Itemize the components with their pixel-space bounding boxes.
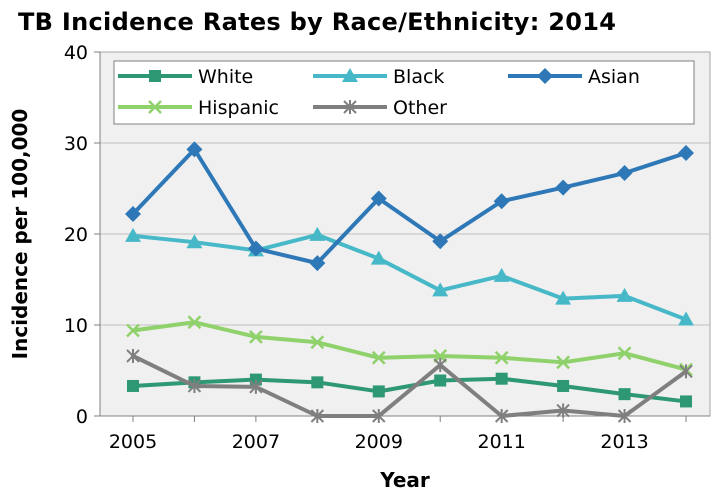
data-point-black-2011: [493, 267, 510, 282]
data-point-black-2012: [555, 290, 572, 305]
data-point-white-2010: [434, 374, 447, 387]
data-point-white-2009: [372, 385, 385, 398]
legend-box: [113, 60, 695, 125]
legend-label-other: Other: [393, 97, 447, 119]
data-point-hispanic-2008: [310, 335, 325, 350]
y-tick-label-20: 20: [64, 224, 88, 246]
data-point-asian-2009: [370, 190, 387, 207]
series-line-white: [131, 376, 688, 404]
series-group: [125, 141, 694, 423]
legend-entry-other: Other: [313, 97, 447, 119]
legend-marker-white: [149, 70, 161, 82]
legend-label-black: Black: [393, 66, 444, 88]
data-point-hispanic-2009: [371, 350, 386, 365]
data-point-white-2014: [680, 395, 692, 408]
data-point-black-2014: [678, 311, 694, 326]
data-point-other-2008: [310, 409, 325, 423]
data-point-asian-2005: [125, 205, 141, 222]
data-point-black-2008: [309, 226, 326, 241]
data-point-asian-2013: [616, 165, 633, 182]
data-point-other-2005: [126, 348, 140, 363]
x-tick-label-2005: 2005: [109, 431, 157, 453]
data-point-black-2013: [616, 287, 633, 302]
legend-entry-hispanic: Hispanic: [118, 97, 279, 119]
data-point-other-2009: [372, 409, 386, 423]
data-point-asian-2011: [493, 193, 510, 210]
x-tick-label-2013: 2013: [600, 431, 648, 453]
legend: White Black Asian Hispanic Other: [113, 60, 695, 125]
y-tick-label-10: 10: [64, 315, 88, 337]
y-tick-label-30: 30: [64, 133, 88, 155]
data-point-asian-2008: [309, 255, 326, 272]
legend-entry-black: Black: [313, 66, 444, 88]
data-point-hispanic-2006: [187, 315, 202, 330]
y-axis-title: Incidence per 100,000: [8, 109, 32, 360]
legend-label-hispanic: Hispanic: [198, 97, 279, 119]
legend-entry-white: White: [118, 66, 253, 88]
series-line-hispanic: [131, 320, 688, 372]
data-point-asian-2007: [247, 240, 264, 257]
data-point-other-2011: [494, 409, 509, 423]
data-point-asian-2006: [186, 141, 203, 158]
series-line-asian: [131, 147, 688, 266]
legend-marker-hispanic: [148, 100, 162, 114]
data-point-other-2014: [679, 364, 693, 379]
legend-marker-asian: [537, 68, 553, 84]
legend-label-white: White: [198, 66, 253, 88]
data-point-hispanic-2012: [556, 355, 570, 370]
data-point-asian-2012: [555, 179, 572, 196]
y-tick-label-40: 40: [64, 42, 88, 64]
data-point-other-2010: [433, 358, 447, 373]
data-point-other-2007: [249, 379, 263, 394]
series-other: [126, 348, 693, 423]
data-point-white-2008: [311, 376, 324, 389]
data-point-hispanic-2007: [249, 329, 263, 344]
data-point-white-2005: [127, 379, 139, 392]
legend-label-asian: Asian: [588, 66, 640, 88]
data-point-white-2012: [557, 379, 570, 392]
y-tick-label-0: 0: [76, 406, 88, 428]
x-tick-label-2007: 2007: [232, 431, 280, 453]
series-line-other: [131, 353, 688, 418]
x-tick-label-2011: 2011: [477, 431, 525, 453]
data-point-hispanic-2005: [126, 323, 140, 338]
data-point-other-2006: [187, 378, 202, 393]
x-tick-label-2009: 2009: [355, 431, 403, 453]
series-asian: [125, 141, 694, 272]
data-point-white-2011: [495, 372, 508, 385]
data-point-black-2009: [370, 250, 387, 265]
legend-marker-black: [342, 68, 358, 82]
data-point-black-2005: [125, 227, 141, 242]
data-point-black-2010: [432, 282, 449, 297]
data-point-black-2006: [186, 234, 203, 249]
data-point-other-2013: [617, 409, 632, 423]
x-axis-title: Year: [379, 468, 430, 492]
data-point-white-2013: [618, 388, 631, 401]
data-point-hispanic-2013: [617, 346, 632, 361]
data-point-hispanic-2011: [494, 350, 509, 365]
data-point-asian-2014: [678, 145, 694, 162]
chart-title: TB Incidence Rates by Race/Ethnicity: 20…: [18, 8, 617, 36]
axes: 0 10 20 30 40 2005 2007 2009 2011 2013: [64, 42, 710, 453]
legend-entry-asian: Asian: [508, 66, 640, 88]
legend-marker-other: [343, 100, 357, 114]
data-point-other-2012: [556, 403, 570, 418]
data-point-asian-2010: [432, 233, 449, 250]
series-line-black: [131, 232, 688, 322]
